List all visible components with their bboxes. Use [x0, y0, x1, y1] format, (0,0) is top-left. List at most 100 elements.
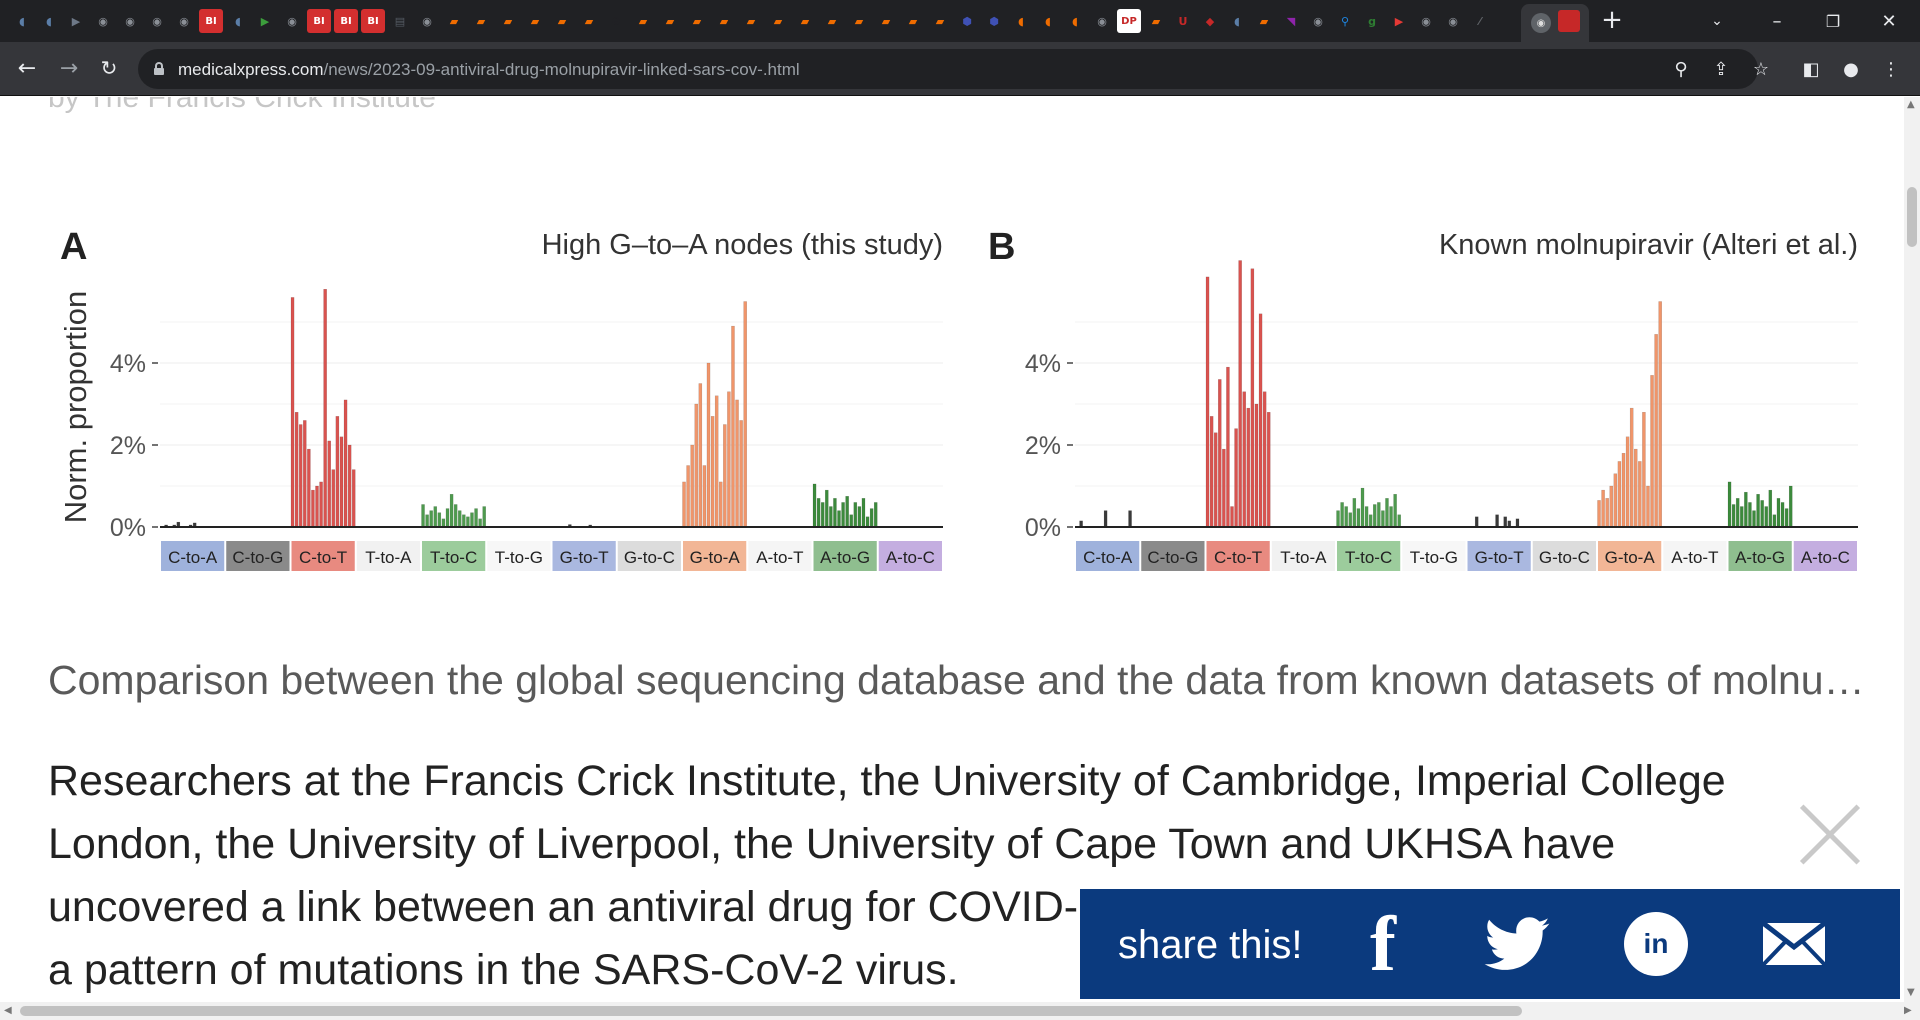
minimize-icon[interactable]: –	[1772, 10, 1782, 32]
scroll-up-icon[interactable]: ▲	[1907, 99, 1915, 110]
globe-icon[interactable]: ◉	[125, 14, 135, 28]
hex-icon[interactable]: ⬢	[962, 14, 972, 28]
search-icon[interactable]: ⚲	[1340, 14, 1350, 28]
bookmark-icon[interactable]: ▰	[773, 14, 783, 28]
bookmark-icon[interactable]: ▰	[638, 14, 648, 28]
shield-icon[interactable]: ◖	[235, 14, 241, 28]
bookmark-icon[interactable]: ▰	[665, 14, 675, 28]
bookmark-icon[interactable]: ▰	[800, 14, 810, 28]
bar	[1368, 514, 1373, 528]
play-icon[interactable]: ▶	[260, 14, 270, 28]
bookmark-icon[interactable]: ▰	[827, 14, 837, 28]
bar	[1246, 407, 1251, 528]
bar	[1373, 504, 1377, 528]
bi-icon[interactable]: BI	[199, 9, 223, 33]
bar	[1515, 518, 1520, 528]
shield-icon[interactable]: ◖	[1072, 14, 1078, 28]
twitter-icon[interactable]	[1482, 911, 1552, 977]
new-tab-button[interactable]: +	[1601, 5, 1623, 35]
forward-icon[interactable]: →	[59, 55, 79, 81]
media-icon[interactable]: ▶	[71, 14, 81, 28]
bookmark-icon[interactable]: ▰	[503, 14, 513, 28]
shield-icon[interactable]: ◖	[1018, 14, 1024, 28]
shield-icon[interactable]: ◖	[1234, 14, 1240, 28]
email-icon[interactable]	[1760, 911, 1828, 977]
reload-icon[interactable]: ↻	[100, 56, 118, 80]
globe-icon[interactable]: ◉	[1097, 14, 1107, 28]
bookmark-icon[interactable]: ▰	[908, 14, 918, 28]
x-tick-label: G-to-T	[560, 548, 609, 567]
bookmark-icon[interactable]: ▰	[530, 14, 540, 28]
caret-icon[interactable]: ◥	[1286, 14, 1296, 28]
u-icon[interactable]: U	[1178, 14, 1188, 28]
flag-icon[interactable]	[1558, 10, 1580, 32]
x-tick-label: T-to-A	[365, 548, 412, 567]
vertical-scrollbar[interactable]: ▲ ▼	[1904, 97, 1920, 1002]
bar	[1336, 510, 1340, 528]
bookmark-icon[interactable]: ▰	[1151, 14, 1161, 28]
horizontal-scroll-thumb[interactable]	[20, 1006, 1522, 1016]
shield-icon[interactable]: ◖	[19, 14, 25, 28]
bi-icon[interactable]: BI	[307, 9, 331, 33]
x-tick-label: C-to-A	[168, 548, 218, 567]
menu-icon[interactable]: ⋮	[1882, 58, 1900, 80]
globe-icon[interactable]: ◉	[287, 14, 297, 28]
scroll-right-icon[interactable]: ▶	[1904, 1005, 1912, 1016]
g-icon[interactable]: g	[1368, 14, 1376, 28]
shield-icon[interactable]: ◖	[46, 14, 52, 28]
side-panel-icon[interactable]: ◧	[1802, 58, 1820, 80]
facebook-icon[interactable]: f	[1370, 900, 1396, 987]
youtube-icon[interactable]: ▶	[1394, 14, 1404, 28]
bar	[1772, 514, 1777, 528]
bar	[1250, 268, 1255, 528]
bookmark-icon[interactable]: ▰	[1259, 14, 1269, 28]
globe-icon[interactable]: ◉	[152, 14, 162, 28]
bookmark-icon[interactable]: ▰	[746, 14, 756, 28]
horizontal-scrollbar[interactable]: ◀ ▶	[0, 1002, 1920, 1020]
url-text[interactable]: medicalxpress.com/news/2023-09-antiviral…	[178, 60, 800, 80]
bookmark-icon[interactable]: ▰	[719, 14, 729, 28]
bookmark-star-icon[interactable]: ☆	[1752, 58, 1770, 80]
hex-icon[interactable]: ⬢	[989, 14, 999, 28]
shield-icon[interactable]: ◖	[1045, 14, 1051, 28]
ai-icon[interactable]: ⁄	[1479, 14, 1481, 28]
bi-icon[interactable]: BI	[361, 9, 385, 33]
scroll-down-icon[interactable]: ▼	[1907, 987, 1915, 998]
category-label-bg	[1402, 541, 1466, 571]
globe-icon[interactable]: ◉	[1448, 14, 1458, 28]
zoom-icon[interactable]: ⚲	[1674, 58, 1688, 80]
globe-icon[interactable]: ◉	[98, 14, 108, 28]
dp-icon[interactable]: DP	[1117, 9, 1141, 33]
bookmark-icon[interactable]: ▰	[476, 14, 486, 28]
bar	[1642, 412, 1646, 528]
restore-icon[interactable]: ❐	[1825, 11, 1841, 31]
address-bar[interactable]: medicalxpress.com/news/2023-09-antiviral…	[138, 49, 1769, 89]
share-icon[interactable]: ⇪	[1713, 58, 1729, 80]
scroll-left-icon[interactable]: ◀	[4, 1005, 12, 1016]
bookmark-icon[interactable]: ▰	[449, 14, 459, 28]
bar	[865, 516, 870, 528]
linkedin-icon[interactable]: in	[1624, 912, 1688, 976]
back-icon[interactable]: ←	[17, 55, 37, 81]
globe-icon[interactable]: ◉	[1313, 14, 1323, 28]
bi-icon[interactable]: BI	[334, 9, 358, 33]
bookmark-icon[interactable]: ▰	[935, 14, 945, 28]
news-icon[interactable]: ▤	[394, 14, 406, 28]
theta-icon[interactable]: θ	[612, 14, 620, 28]
lock-icon[interactable]	[154, 62, 164, 75]
tab-search-icon[interactable]: ⌄	[1711, 13, 1723, 29]
bookmark-icon[interactable]: ▰	[881, 14, 891, 28]
bookmark-icon[interactable]: ▰	[854, 14, 864, 28]
globe-icon[interactable]: ◉	[1421, 14, 1431, 28]
globe-icon[interactable]: ◉	[179, 14, 189, 28]
window-close-icon[interactable]: ✕	[1881, 10, 1897, 32]
x-tick-label: A-to-G	[820, 548, 870, 567]
profile-icon[interactable]: ●	[1843, 58, 1859, 80]
bookmark-icon[interactable]: ▰	[692, 14, 702, 28]
bookmark-icon[interactable]: ▰	[584, 14, 594, 28]
globe-icon[interactable]: ◉	[422, 14, 432, 28]
bookmark-icon[interactable]: ▰	[557, 14, 567, 28]
pin-icon[interactable]: ◆	[1205, 14, 1215, 28]
share-close-icon[interactable]	[1796, 800, 1864, 868]
vertical-scroll-thumb[interactable]	[1907, 187, 1917, 247]
